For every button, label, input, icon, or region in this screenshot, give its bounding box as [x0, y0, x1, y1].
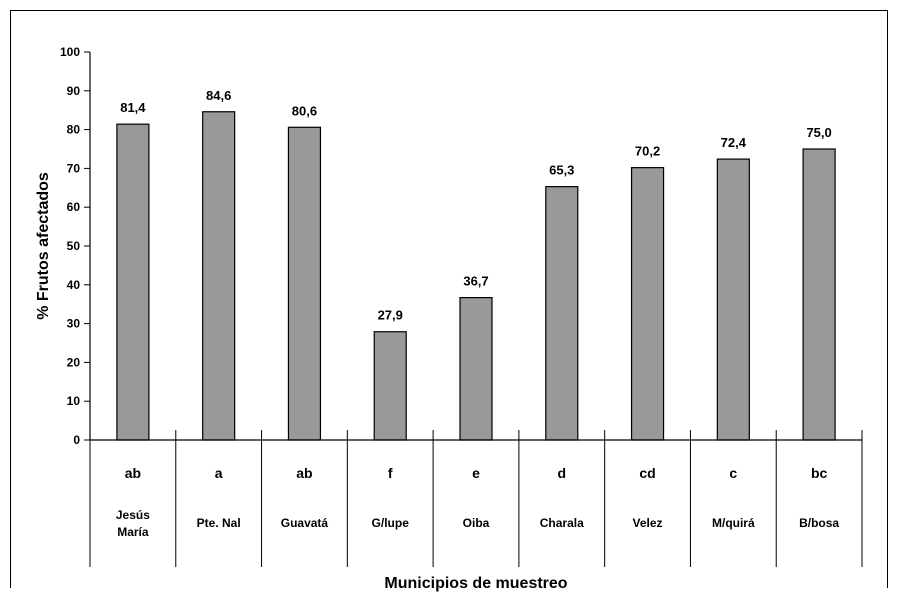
y-axis-ticks: 0 10 20 30 40 50 60 70 80 90 100 [60, 45, 90, 447]
group-letter: e [472, 465, 480, 481]
bar [630, 167, 665, 441]
bar-value-label: 81,4 [120, 100, 146, 115]
y-tick-label: 100 [60, 45, 80, 59]
y-tick-label: 50 [67, 239, 81, 253]
chart-frame [10, 10, 888, 588]
group-letter: d [557, 465, 566, 481]
bar-value-label: 72,4 [721, 135, 747, 150]
y-axis-label: % Frutos afectados [35, 172, 52, 320]
x-axis-label: Municipios de muestreo [384, 575, 567, 592]
group-letter: f [388, 465, 393, 481]
y-tick-label: 30 [67, 317, 81, 331]
bar [716, 158, 750, 441]
bar [202, 111, 236, 441]
bar [116, 123, 150, 441]
bar-value-label: 84,6 [206, 88, 231, 103]
bar-value-label: 27,9 [378, 308, 403, 323]
group-letter: a [215, 465, 223, 481]
bar [802, 148, 836, 441]
category-label: B/bosa [799, 516, 839, 530]
bar-value-label: 80,6 [292, 103, 317, 118]
category-label: Charala [540, 516, 584, 530]
group-letter: cd [639, 465, 655, 481]
category-label: Jesús [116, 508, 150, 522]
data-labels: 81,4 84,6 80,6 27,9 36,7 65,3 70,2 72,4 75,0 [120, 88, 832, 323]
y-tick-label: 60 [67, 200, 81, 214]
group-letter: bc [811, 465, 828, 481]
group-letter: ab [125, 465, 141, 481]
y-tick-label: 0 [73, 433, 80, 447]
bar-value-label: 65,3 [549, 163, 574, 178]
bar-value-label: 36,7 [463, 274, 488, 289]
category-label: Velez [633, 516, 663, 530]
bars [116, 111, 836, 441]
category-label: M/quirá [712, 516, 755, 530]
category-label: Pte. Nal [197, 516, 241, 530]
bar [287, 126, 322, 441]
bar [373, 331, 407, 441]
category-label: María [117, 525, 149, 539]
bar-value-label: 70,2 [635, 144, 660, 159]
y-tick-label: 70 [67, 161, 81, 175]
group-letter: ab [296, 465, 312, 481]
y-tick-label: 10 [67, 394, 81, 408]
y-tick-label: 40 [67, 278, 81, 292]
y-tick-label: 20 [67, 355, 81, 369]
category-label: G/lupe [372, 516, 410, 530]
y-tick-label: 80 [67, 123, 81, 137]
group-letter: c [729, 465, 737, 481]
bar [545, 186, 579, 441]
category-table: ab Jesús María a Pte. Nal ab Guavatá f G/lupe e Oi… [89, 430, 863, 567]
category-label: Guavatá [281, 516, 329, 530]
bar [459, 297, 493, 441]
bar-value-label: 75,0 [806, 125, 831, 140]
category-label: Oiba [463, 516, 490, 530]
y-tick-label: 90 [67, 84, 81, 98]
